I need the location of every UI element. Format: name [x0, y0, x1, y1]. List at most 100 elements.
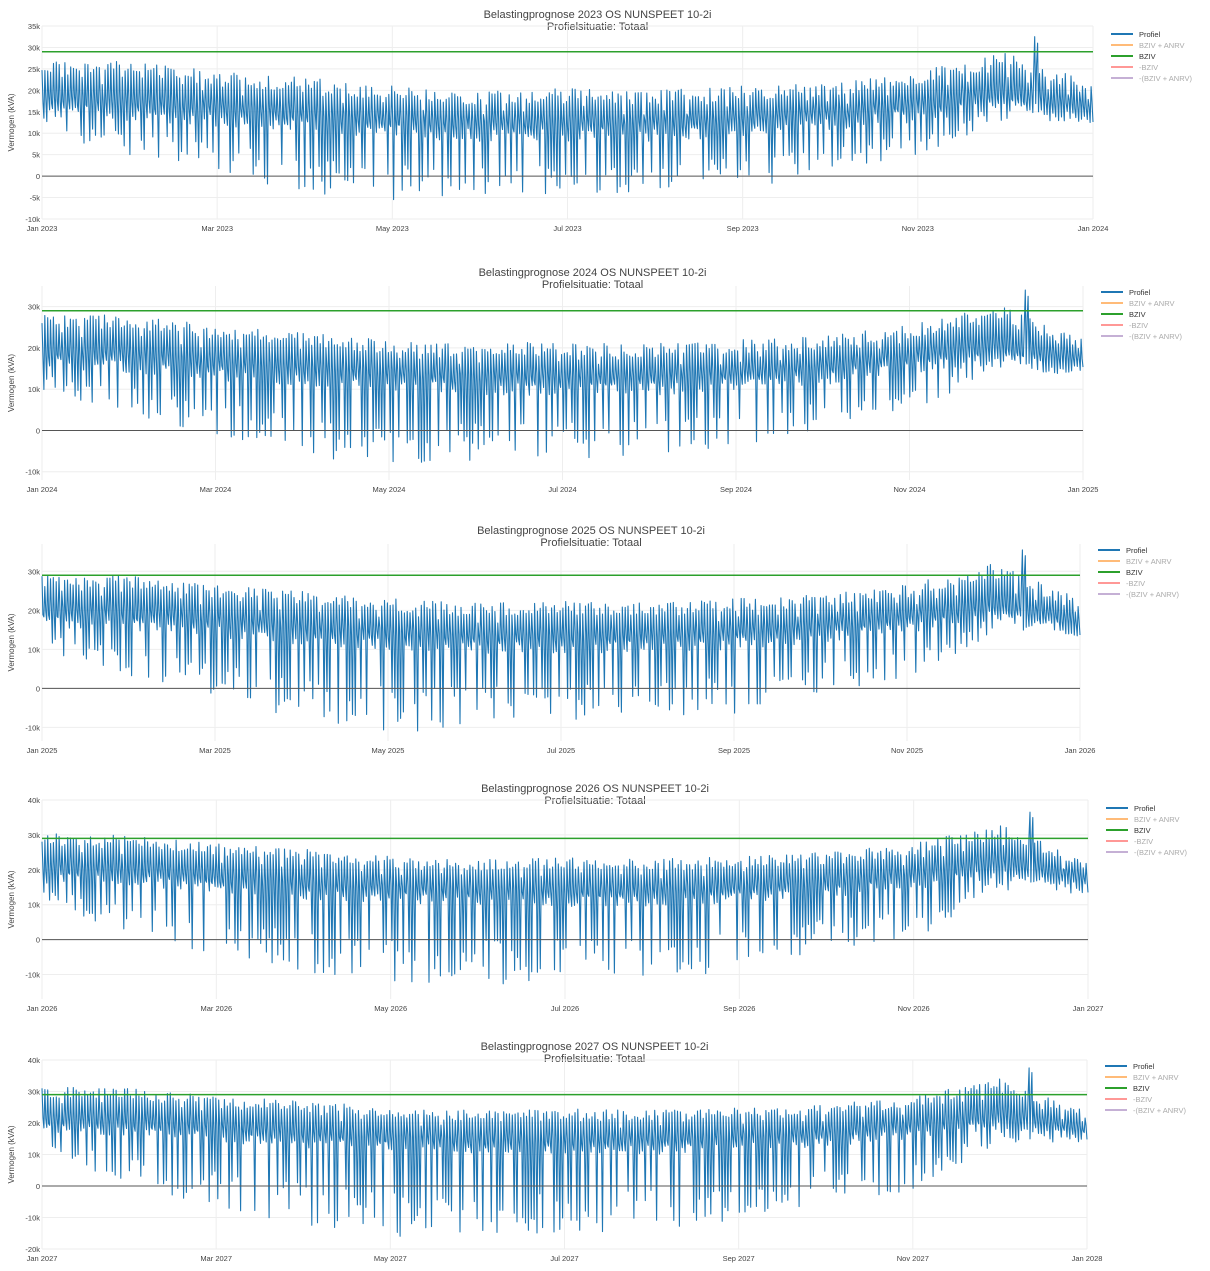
y-tick-label: 0: [36, 1182, 40, 1191]
chart-subtitle: Profielsituatie: Totaal: [540, 537, 641, 549]
series-profiel-line: [41, 36, 1094, 201]
chart-subtitle: Profielsituatie: Totaal: [544, 795, 645, 807]
x-tick-label: Jan 2027: [27, 1254, 58, 1263]
y-tick-label: 30k: [28, 303, 40, 312]
legend-entry[interactable]: Profiel: [1129, 288, 1151, 297]
x-tick-label: May 2024: [373, 485, 406, 494]
x-tick-label: Jan 2024: [27, 485, 58, 494]
chart-title: Belastingprognose 2023 OS NUNSPEET 10-2i: [484, 9, 712, 21]
series-profiel-line: [41, 289, 1084, 463]
legend-entry[interactable]: BZIV + ANRV: [1133, 1073, 1179, 1082]
legend-entry[interactable]: -BZIV: [1126, 579, 1145, 588]
y-tick-label: 30k: [28, 1088, 40, 1097]
legend-entry[interactable]: BZIV + ANRV: [1139, 41, 1185, 50]
y-tick-label: -10k: [25, 1214, 40, 1223]
x-tick-label: Jul 2025: [547, 746, 575, 755]
x-tick-label: Mar 2024: [200, 485, 232, 494]
x-tick-label: Sep 2026: [723, 1004, 755, 1013]
y-axis-label: Vermogen (kVA): [7, 354, 16, 412]
y-tick-label: 20k: [28, 86, 40, 95]
legend-entry[interactable]: Profiel: [1139, 30, 1161, 39]
x-tick-label: Nov 2024: [893, 485, 925, 494]
x-tick-label: Sep 2023: [727, 224, 759, 233]
x-tick-label: Mar 2026: [200, 1004, 232, 1013]
x-tick-label: May 2026: [374, 1004, 407, 1013]
legend-entry[interactable]: -(BZIV + ANRV): [1139, 74, 1193, 83]
y-axis-label: Vermogen (kVA): [7, 613, 16, 671]
y-tick-label: 0: [36, 684, 40, 693]
legend-entry[interactable]: Profiel: [1133, 1062, 1155, 1071]
x-tick-label: Sep 2027: [723, 1254, 755, 1263]
legend-entry[interactable]: BZIV: [1134, 826, 1151, 835]
legend-entry[interactable]: BZIV + ANRV: [1129, 299, 1175, 308]
x-tick-label: Nov 2026: [898, 1004, 930, 1013]
y-axis-label: Vermogen (kVA): [7, 93, 16, 151]
y-tick-label: -10k: [25, 468, 40, 477]
x-tick-label: Jul 2024: [548, 485, 576, 494]
legend-entry[interactable]: BZIV + ANRV: [1134, 815, 1180, 824]
x-tick-label: May 2023: [376, 224, 409, 233]
y-tick-label: 10k: [28, 901, 40, 910]
chart-title: Belastingprognose 2027 OS NUNSPEET 10-2i: [481, 1041, 709, 1053]
y-tick-label: 30k: [28, 831, 40, 840]
x-tick-label: Mar 2023: [201, 224, 233, 233]
y-tick-label: 0: [36, 936, 40, 945]
x-tick-label: Jan 2026: [27, 1004, 58, 1013]
y-axis-label: Vermogen (kVA): [7, 1125, 16, 1183]
legend-entry[interactable]: BZIV: [1126, 568, 1143, 577]
y-tick-label: 5k: [32, 151, 40, 160]
legend-entry[interactable]: -(BZIV + ANRV): [1129, 332, 1183, 341]
y-axis-label: Vermogen (kVA): [7, 870, 16, 928]
legend-entry[interactable]: BZIV: [1129, 310, 1146, 319]
chart-panel-2026: Belastingprognose 2026 OS NUNSPEET 10-2i…: [7, 783, 1188, 1013]
legend-entry[interactable]: -(BZIV + ANRV): [1126, 590, 1180, 599]
x-tick-label: Jul 2027: [550, 1254, 578, 1263]
y-tick-label: 40k: [28, 1056, 40, 1065]
x-tick-label: Jan 2026: [1065, 746, 1096, 755]
legend-entry[interactable]: -(BZIV + ANRV): [1134, 848, 1188, 857]
x-tick-label: Nov 2023: [902, 224, 934, 233]
legend-entry[interactable]: Profiel: [1134, 804, 1156, 813]
series-profiel-line: [41, 1067, 1088, 1237]
legend-entry[interactable]: Profiel: [1126, 546, 1148, 555]
chart-subtitle: Profielsituatie: Totaal: [547, 21, 648, 33]
chart-title: Belastingprognose 2024 OS NUNSPEET 10-2i: [479, 267, 707, 279]
legend-entry[interactable]: BZIV + ANRV: [1126, 557, 1172, 566]
legend-entry[interactable]: -BZIV: [1133, 1095, 1152, 1104]
legend-entry[interactable]: -(BZIV + ANRV): [1133, 1106, 1187, 1115]
legend-entry[interactable]: BZIV: [1139, 52, 1156, 61]
legend-entry[interactable]: -BZIV: [1134, 837, 1153, 846]
chart-panel-2025: Belastingprognose 2025 OS NUNSPEET 10-2i…: [7, 525, 1180, 755]
y-tick-label: 40k: [28, 796, 40, 805]
x-tick-label: Jan 2025: [27, 746, 58, 755]
chart-panel-2023: Belastingprognose 2023 OS NUNSPEET 10-2i…: [7, 9, 1193, 233]
legend-entry[interactable]: BZIV: [1133, 1084, 1150, 1093]
y-tick-label: 10k: [28, 645, 40, 654]
x-tick-label: Nov 2025: [891, 746, 923, 755]
y-tick-label: 20k: [28, 344, 40, 353]
y-tick-label: 10k: [28, 129, 40, 138]
y-tick-label: 15k: [28, 108, 40, 117]
y-tick-label: -10k: [25, 971, 40, 980]
x-tick-label: Jul 2026: [551, 1004, 579, 1013]
y-tick-label: 30k: [28, 43, 40, 52]
x-tick-label: Jan 2025: [1068, 485, 1099, 494]
series-profiel-line: [41, 811, 1089, 985]
x-tick-label: Nov 2027: [897, 1254, 929, 1263]
y-tick-label: 0: [36, 426, 40, 435]
chart-title: Belastingprognose 2026 OS NUNSPEET 10-2i: [481, 783, 709, 795]
chart-subtitle: Profielsituatie: Totaal: [542, 279, 643, 291]
y-tick-label: 10k: [28, 1151, 40, 1160]
y-tick-label: 10k: [28, 385, 40, 394]
legend-entry[interactable]: -BZIV: [1129, 321, 1148, 330]
y-tick-label: 30k: [28, 567, 40, 576]
x-tick-label: May 2025: [372, 746, 405, 755]
x-tick-label: Jul 2023: [553, 224, 581, 233]
x-tick-label: Jan 2024: [1078, 224, 1109, 233]
x-tick-label: May 2027: [374, 1254, 407, 1263]
y-tick-label: 20k: [28, 606, 40, 615]
legend-entry[interactable]: -BZIV: [1139, 63, 1158, 72]
x-tick-label: Jan 2023: [27, 224, 58, 233]
y-tick-label: 20k: [28, 866, 40, 875]
